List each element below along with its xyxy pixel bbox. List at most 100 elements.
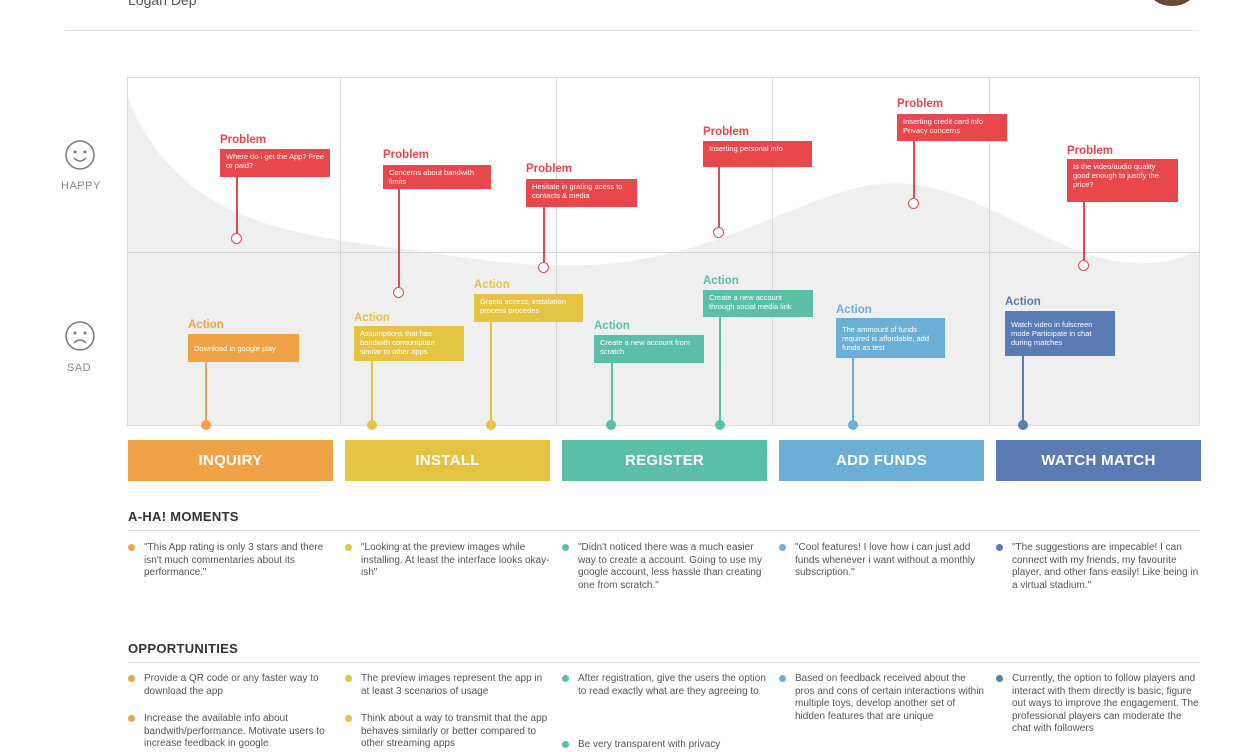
- problem-title: Problem: [526, 163, 573, 175]
- opportunity-text: Be very transparent with privacy: [578, 739, 721, 750]
- problem-box: Is the video/audio quality good enough t…: [1067, 159, 1178, 202]
- journey-map: [127, 77, 1200, 426]
- problem-title: Problem: [1067, 145, 1114, 157]
- aha-text: "This App rating is only 3 stars and the…: [144, 542, 324, 578]
- opportunity-item: Increase the available info about bandwi…: [128, 713, 333, 751]
- aha-item: "Didn't noticed there was a much easier …: [562, 542, 767, 592]
- problem-title: Problem: [897, 98, 944, 110]
- sad-face-icon: [65, 321, 95, 351]
- opportunity-item: Provide a QR code or any faster way to d…: [128, 673, 333, 698]
- action-marker: [201, 420, 211, 430]
- stage-inquiry[interactable]: INQUIRY: [128, 440, 333, 481]
- problem-title: Problem: [383, 149, 430, 161]
- aha-item: "Looking at the preview images while ins…: [345, 542, 550, 580]
- action-stem: [490, 322, 492, 421]
- problem-stem: [718, 167, 720, 227]
- aha-text: "The suggestions are impecable! I can co…: [1012, 542, 1199, 591]
- user-name: Logan Dep: [128, 0, 197, 8]
- stage-install[interactable]: INSTALL: [345, 440, 550, 481]
- bullet: [779, 675, 786, 682]
- bullet: [345, 715, 352, 722]
- action-marker: [1018, 420, 1028, 430]
- happy-label: HAPPY: [61, 180, 101, 192]
- bullet: [345, 675, 352, 682]
- problem-stem: [398, 189, 400, 287]
- action-marker: [715, 420, 725, 430]
- opportunity-text: Think about a way to transmit that the a…: [361, 713, 548, 749]
- section-divider: [128, 662, 1200, 663]
- opportunities-title: OPPORTUNITIES: [128, 641, 239, 656]
- problem-marker: [231, 233, 242, 244]
- bullet: [562, 741, 569, 748]
- opportunity-item: Based on feedback received about the pro…: [779, 673, 984, 723]
- sad-label: SAD: [67, 362, 92, 374]
- action-box: Create a new account through social medi…: [703, 290, 813, 317]
- problem-title: Problem: [220, 134, 267, 146]
- action-marker: [606, 420, 616, 430]
- action-box: Download in google play: [188, 334, 299, 362]
- problem-marker: [393, 287, 404, 298]
- action-box: Grants access, instalation process proce…: [474, 294, 583, 322]
- opportunity-item: After registration, give the users the o…: [562, 673, 767, 698]
- opportunity-item: Be very transparent with privacy: [562, 739, 767, 752]
- aha-title: A-HA! MOMENTS: [128, 509, 239, 524]
- bullet: [996, 544, 1003, 551]
- action-stem: [611, 363, 613, 421]
- action-box: Watch video in fulscreen mode Participat…: [1005, 311, 1115, 356]
- action-stem: [719, 317, 721, 421]
- bullet: [128, 715, 135, 722]
- section-divider: [128, 530, 1200, 531]
- grid-line: [340, 78, 341, 425]
- problem-stem: [543, 207, 545, 262]
- opportunity-text: Provide a QR code or any faster way to d…: [144, 673, 319, 697]
- action-marker: [367, 420, 377, 430]
- action-stem: [371, 361, 373, 421]
- bullet: [996, 675, 1003, 682]
- problem-marker: [538, 262, 549, 273]
- aha-text: "Didn't noticed there was a much easier …: [578, 542, 762, 591]
- action-stem: [1022, 356, 1024, 421]
- bullet: [345, 544, 352, 551]
- avatar[interactable]: [1148, 0, 1196, 6]
- bullet: [128, 544, 135, 551]
- action-title: Action: [188, 319, 224, 331]
- stage-add-funds[interactable]: ADD FUNDS: [779, 440, 984, 481]
- action-box: The ammount of funds required is afforda…: [836, 318, 945, 358]
- action-stem: [852, 358, 854, 421]
- grid-midline: [128, 252, 1199, 253]
- opportunity-item: Currently, the option to follow players …: [996, 673, 1201, 736]
- grid-line: [989, 78, 990, 425]
- header-divider: [65, 30, 1198, 31]
- action-title: Action: [703, 275, 739, 287]
- problem-marker: [713, 227, 724, 238]
- problem-marker: [908, 198, 919, 209]
- action-box: Assumptions that has bandwith consumptio…: [354, 326, 464, 361]
- stage-watch-match[interactable]: WATCH MATCH: [996, 440, 1201, 481]
- aha-text: "Cool features! I love how i can just ad…: [795, 542, 976, 578]
- problem-box: Inserting personal info: [703, 141, 812, 167]
- problem-box: Inserting credit card info Privacy conce…: [897, 114, 1007, 141]
- bullet: [562, 544, 569, 551]
- action-title: Action: [1005, 296, 1041, 308]
- opportunity-text: After registration, give the users the o…: [578, 673, 766, 697]
- bullet: [128, 675, 135, 682]
- bullet: [562, 675, 569, 682]
- action-title: Action: [354, 312, 390, 324]
- stage-register[interactable]: REGISTER: [562, 440, 767, 481]
- opportunity-item: The preview images represent the app in …: [345, 673, 550, 698]
- opportunity-text: Increase the available info about bandwi…: [144, 713, 325, 749]
- action-stem: [205, 362, 207, 421]
- problem-marker: [1078, 260, 1089, 271]
- problem-stem: [236, 177, 238, 233]
- aha-item: "The suggestions are impecable! I can co…: [996, 542, 1201, 592]
- problem-title: Problem: [703, 126, 750, 138]
- problem-stem: [1083, 202, 1085, 260]
- action-title: Action: [594, 320, 630, 332]
- problem-stem: [913, 141, 915, 198]
- aha-item: "Cool features! I love how i can just ad…: [779, 542, 984, 580]
- opportunity-text: Based on feedback received about the pro…: [795, 673, 984, 722]
- aha-item: "This App rating is only 3 stars and the…: [128, 542, 333, 580]
- action-title: Action: [836, 304, 872, 316]
- grid-line: [772, 78, 773, 425]
- action-marker: [486, 420, 496, 430]
